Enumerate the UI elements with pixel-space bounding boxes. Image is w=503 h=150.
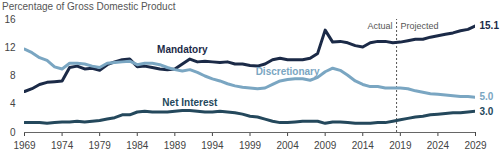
svg-text:15.1: 15.1 [480,20,500,31]
svg-text:2024: 2024 [427,140,450,150]
svg-text:5.0: 5.0 [480,91,494,102]
svg-text:Projected: Projected [401,21,439,31]
svg-text:1984: 1984 [126,140,149,150]
svg-text:1994: 1994 [201,140,224,150]
svg-text:2029: 2029 [464,140,487,150]
svg-text:1969: 1969 [13,140,36,150]
svg-text:1999: 1999 [239,140,262,150]
svg-text:Discretionary: Discretionary [256,66,320,77]
svg-text:0: 0 [10,127,16,138]
svg-text:1979: 1979 [89,140,112,150]
svg-text:Net Interest: Net Interest [162,97,218,108]
svg-text:1989: 1989 [164,140,187,150]
html-text:Percentage of Gross Domestic P: Percentage of Gross Domestic Product [2,1,176,12]
svg-text:2004: 2004 [276,140,299,150]
svg-text:16: 16 [4,14,16,25]
svg-text:Mandatory: Mandatory [157,44,208,55]
svg-text:12: 12 [4,42,16,53]
svg-text:3.0: 3.0 [480,106,494,117]
svg-text:1974: 1974 [51,140,74,150]
svg-text:8: 8 [10,70,16,81]
svg-text:Actual: Actual [368,21,393,31]
svg-text:4: 4 [10,98,16,109]
svg-text:2009: 2009 [314,140,337,150]
svg-text:2019: 2019 [389,140,412,150]
svg-text:2014: 2014 [352,140,375,150]
